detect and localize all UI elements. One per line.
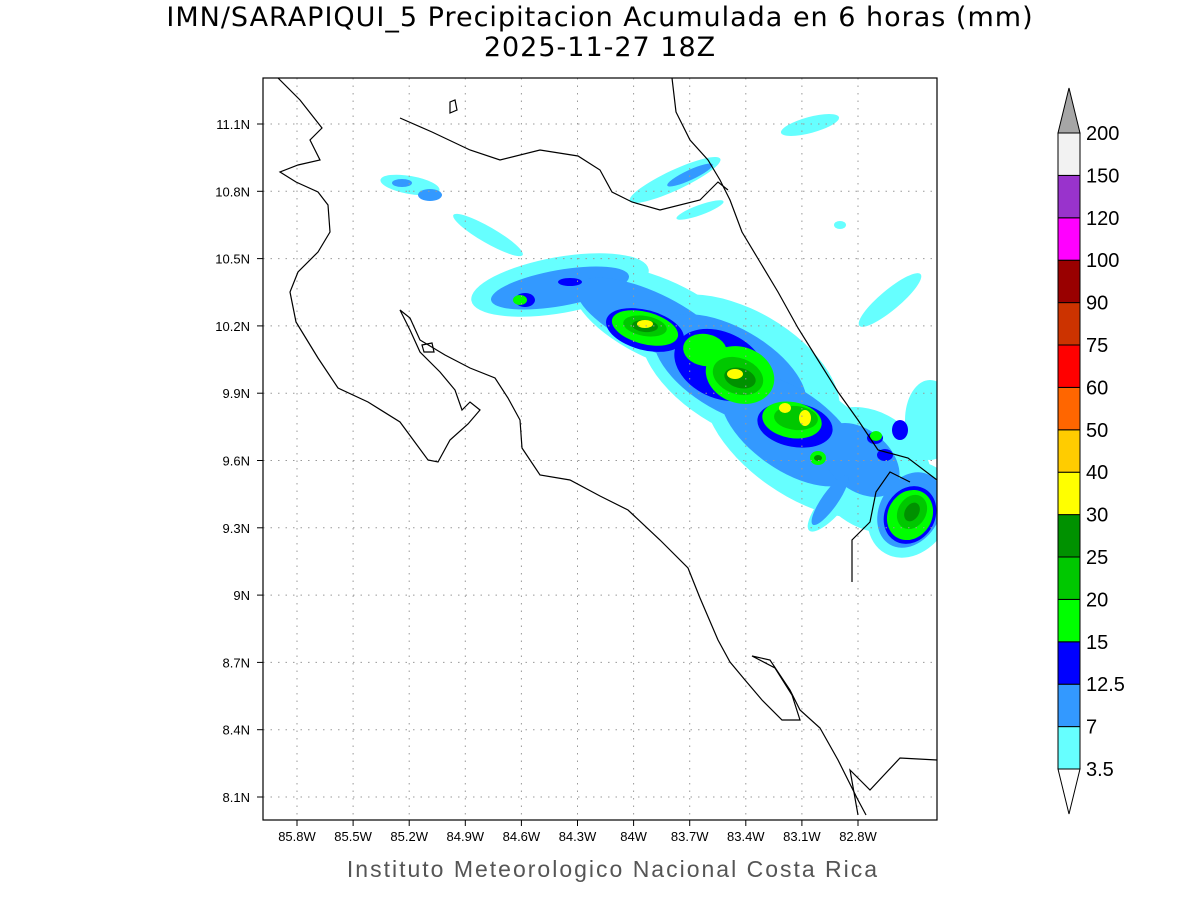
colorbar-swatch: [1057, 217, 1081, 261]
longitude-axis: 85.8W 85.5W 85.2W 84.9W 84.6W 84.3W 84W 83.7W 83…: [278, 820, 878, 844]
colorbar-label: 200: [1086, 123, 1119, 145]
precipitation-field: [380, 114, 937, 558]
lat-tick-label: 8.1N: [223, 790, 250, 805]
colorbar-label: 40: [1086, 462, 1108, 484]
colorbar-label: 3.5: [1086, 759, 1114, 781]
nicaragua-border: [399, 117, 729, 211]
precip-contour: [418, 189, 442, 201]
precip-contour: [667, 163, 713, 187]
lake-nicaragua: [449, 99, 458, 114]
caribbean-coast: [671, 78, 937, 481]
footer-credit: Instituto Meteorologico Nacional Costa R…: [347, 856, 879, 882]
lon-tick-label: 84.3W: [559, 829, 597, 844]
colorbar-swatch: [1057, 174, 1081, 219]
lon-tick-label: 82.8W: [839, 829, 877, 844]
colorbar-swatch: [1057, 641, 1081, 685]
map-subtitle: 2025-11-27 18Z: [483, 32, 717, 63]
colorbar-swatch: [1057, 598, 1081, 643]
precip-contour: [811, 475, 849, 525]
colorbar-over-arrow: [1057, 87, 1081, 134]
lon-tick-label: 84W: [620, 829, 647, 844]
colorbar-label: 30: [1086, 505, 1108, 527]
colorbar-swatch: [1057, 386, 1081, 431]
colorbar-swatch: [1057, 302, 1081, 346]
colorbar-under-arrow: [1057, 768, 1081, 815]
lon-tick-label: 85.2W: [390, 829, 428, 844]
precip-contour: [858, 273, 922, 327]
colorbar-label: 75: [1086, 335, 1108, 357]
map-title: IMN/SARAPIQUI_5 Precipitacion Acumulada …: [166, 2, 1034, 33]
colorbar-swatch: [1057, 556, 1081, 600]
lon-tick-label: 85.8W: [278, 829, 316, 844]
precip-contour: [834, 221, 846, 229]
lon-tick-label: 83.7W: [671, 829, 709, 844]
colorbar-swatch: [1057, 683, 1081, 728]
precip-contour: [727, 369, 743, 379]
lat-tick-label: 10.2N: [215, 319, 250, 334]
lat-tick-label: 9.6N: [223, 454, 250, 469]
colorbar-swatch: [1057, 471, 1081, 516]
precip-contour: [877, 449, 893, 461]
precip-contour: [676, 200, 724, 220]
lat-tick-label: 9.9N: [223, 386, 250, 401]
precip-contour: [637, 320, 653, 328]
precip-contour: [892, 420, 908, 440]
colorbar-label: 50: [1086, 420, 1108, 442]
precip-contour: [870, 431, 882, 441]
colorbar-swatch: [1057, 514, 1081, 558]
pacific-coast: [277, 78, 867, 816]
colorbar-label: 150: [1086, 165, 1119, 187]
precip-contour: [814, 455, 822, 461]
colorbar-swatch: [1057, 429, 1081, 473]
lat-tick-label: 9N: [233, 588, 250, 603]
precip-contour: [905, 380, 937, 460]
lat-tick-label: 8.7N: [223, 655, 250, 670]
gulf-nicoya-island: [421, 342, 435, 353]
lat-tick-label: 8.4N: [223, 723, 250, 738]
colorbar-label: 25: [1086, 547, 1108, 569]
lon-tick-label: 83.1W: [783, 829, 821, 844]
latitude-axis: 11.1N 10.8N 10.5N 10.2N 9.9N 9.6N 9.3N 9N 8.7N 8.…: [215, 117, 263, 805]
colorbar-legend: 3.5 7 12.5 15 20 25 30 40 50 60 75 90 100 120 150 200: [1057, 87, 1125, 815]
precip-contour: [558, 278, 582, 286]
plot-frame: [262, 77, 938, 821]
panama-border: [851, 471, 911, 582]
coastlines: [277, 78, 937, 816]
colorbar-swatch: [1057, 132, 1081, 176]
lon-tick-label: 83.4W: [727, 829, 765, 844]
precip-contour: [453, 213, 523, 257]
colorbar-label: 60: [1086, 377, 1108, 399]
precip-contour: [779, 403, 791, 413]
precip-contour: [799, 410, 811, 426]
precip-contour: [904, 502, 920, 522]
colorbar-label: 15: [1086, 632, 1108, 654]
colorbar-label: 7: [1086, 717, 1097, 739]
lat-tick-label: 10.8N: [215, 184, 250, 199]
colorbar-swatch: [1057, 344, 1081, 388]
precip-contour: [513, 295, 527, 305]
precip-contour: [780, 114, 840, 136]
lat-tick-label: 11.1N: [216, 117, 250, 132]
lon-tick-label: 85.5W: [334, 829, 372, 844]
colorbar-swatch: [1057, 726, 1081, 770]
colorbar-label: 100: [1086, 250, 1119, 272]
colorbar-label: 90: [1086, 293, 1108, 315]
colorbar-label: 20: [1086, 589, 1108, 611]
precip-contour: [392, 179, 412, 187]
lat-tick-label: 10.5N: [215, 252, 250, 267]
lon-tick-label: 84.6W: [503, 829, 541, 844]
lon-tick-label: 84.9W: [447, 829, 485, 844]
colorbar-label: 120: [1086, 208, 1119, 230]
panama-pacific-coast: [849, 757, 937, 816]
lat-tick-label: 9.3N: [223, 521, 250, 536]
colorbar-label: 12.5: [1086, 674, 1125, 696]
colorbar-swatch: [1057, 259, 1081, 304]
